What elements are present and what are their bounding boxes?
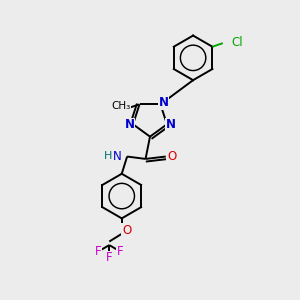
Text: F: F bbox=[117, 245, 123, 258]
Text: N: N bbox=[113, 150, 122, 163]
Text: F: F bbox=[106, 251, 112, 264]
Text: F: F bbox=[95, 245, 102, 258]
Text: O: O bbox=[167, 150, 176, 163]
Text: N: N bbox=[158, 96, 169, 110]
Text: N: N bbox=[124, 118, 134, 131]
Text: Cl: Cl bbox=[231, 36, 243, 49]
Text: CH₃: CH₃ bbox=[111, 101, 130, 111]
Text: H: H bbox=[104, 151, 112, 161]
Text: O: O bbox=[122, 224, 131, 237]
Text: N: N bbox=[166, 118, 176, 131]
